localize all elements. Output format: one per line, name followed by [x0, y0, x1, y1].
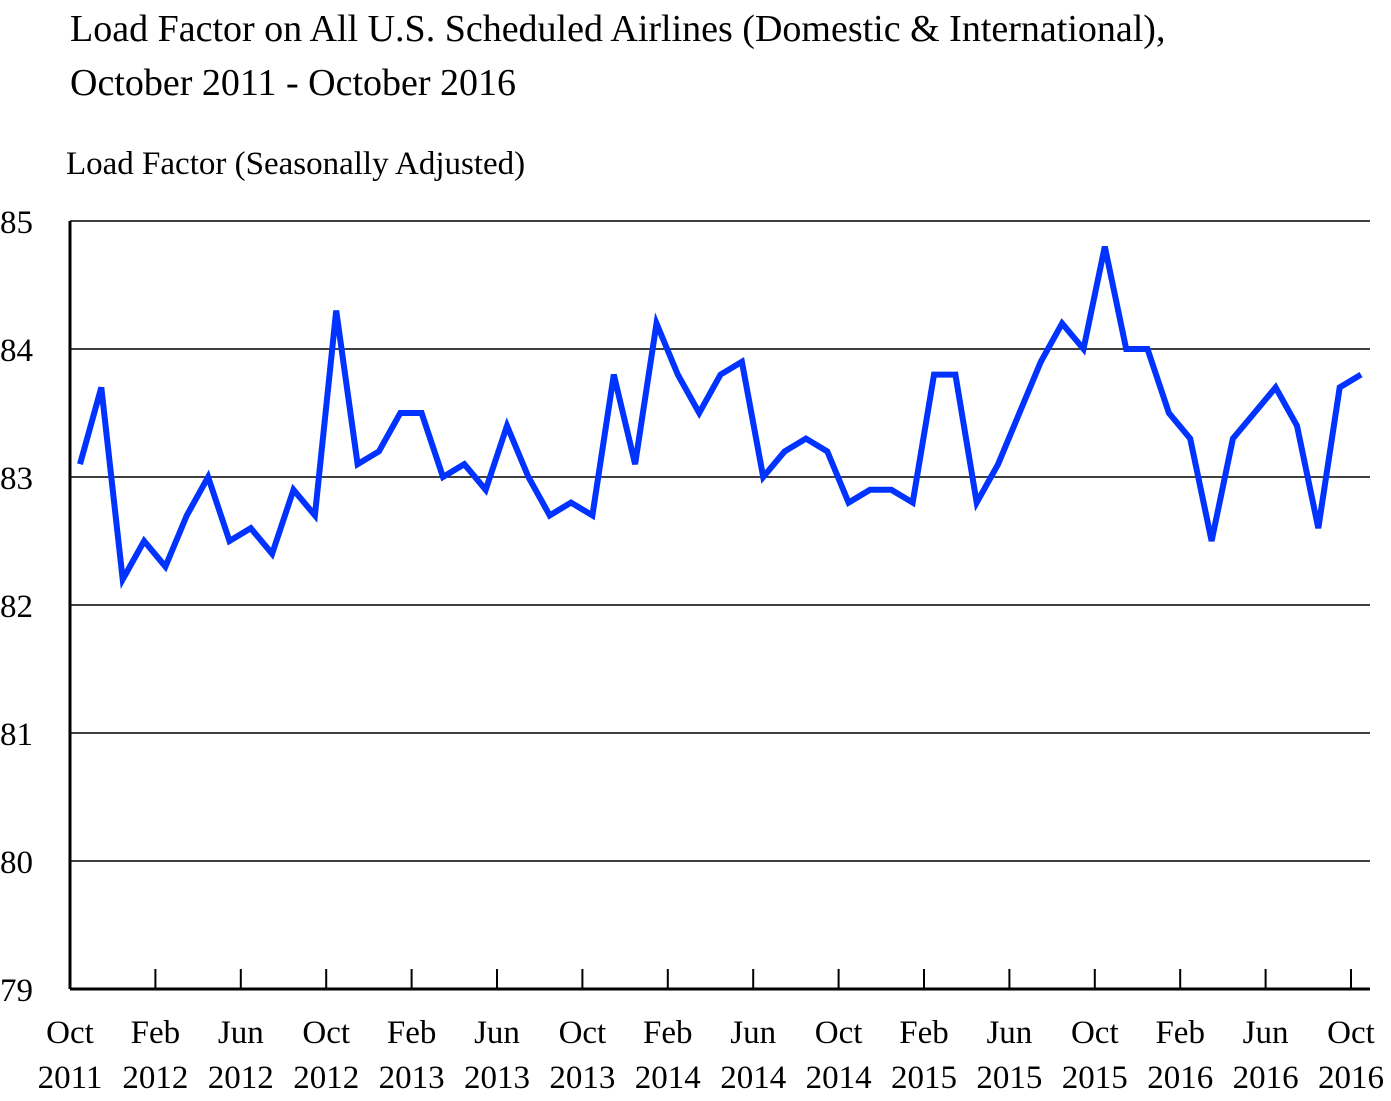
x-tick-label-year: 2015	[1062, 1060, 1128, 1096]
x-tick-label-year: 2013	[379, 1060, 445, 1096]
x-tick-label-year: 2015	[891, 1060, 957, 1096]
x-tick-label-month: Feb	[1155, 1015, 1205, 1051]
x-tick-label-month: Jun	[474, 1015, 520, 1051]
x-tick-label-month: Oct	[302, 1015, 350, 1051]
chart-title: Load Factor on All U.S. Scheduled Airlin…	[70, 2, 1165, 110]
y-tick-label: 85	[0, 205, 33, 241]
y-tick-label: 81	[0, 717, 33, 753]
y-tick-label: 82	[0, 589, 33, 625]
x-tick-label-year: 2013	[464, 1060, 530, 1096]
x-tick-label-month: Oct	[1071, 1015, 1119, 1051]
x-tick-label-year: 2016	[1233, 1060, 1299, 1096]
chart-title-line-1: Load Factor on All U.S. Scheduled Airlin…	[70, 8, 1166, 50]
x-tick-label-month: Oct	[46, 1015, 94, 1051]
chart-title-line-2: October 2011 - October 2016	[70, 62, 517, 104]
y-tick-label: 79	[0, 973, 33, 1009]
x-tick-label-month: Jun	[218, 1015, 264, 1051]
x-tick-label-month: Feb	[899, 1015, 949, 1051]
x-tick-label-month: Oct	[815, 1015, 863, 1051]
x-tick-label-month: Oct	[1327, 1015, 1375, 1051]
x-tick-label-month: Jun	[986, 1015, 1032, 1051]
x-tick-label-year: 2014	[635, 1060, 701, 1096]
x-tick-label-year: 2014	[806, 1060, 872, 1096]
x-tick-label-year: 2012	[208, 1060, 274, 1096]
x-tick-label-year: 2016	[1147, 1060, 1213, 1096]
x-tick-label-month: Oct	[559, 1015, 607, 1051]
x-tick-label-year: 2011	[38, 1060, 103, 1096]
y-tick-label: 83	[0, 461, 33, 497]
x-tick-label-month: Feb	[387, 1015, 437, 1051]
x-tick-label-month: Feb	[643, 1015, 693, 1051]
x-tick-label-year: 2012	[293, 1060, 359, 1096]
x-tick-label-year: 2012	[122, 1060, 188, 1096]
x-tick-label-year: 2014	[720, 1060, 786, 1096]
x-tick-label-month: Feb	[131, 1015, 181, 1051]
x-tick-label-month: Jun	[730, 1015, 776, 1051]
x-tick-label-year: 2015	[976, 1060, 1042, 1096]
x-tick-label-year: 2016	[1318, 1060, 1384, 1096]
x-tick-label-year: 2013	[549, 1060, 615, 1096]
y-tick-label: 80	[0, 845, 33, 881]
y-tick-label: 84	[0, 333, 33, 369]
x-tick-label-month: Jun	[1243, 1015, 1289, 1051]
y-axis-label: Load Factor (Seasonally Adjusted)	[66, 146, 526, 182]
